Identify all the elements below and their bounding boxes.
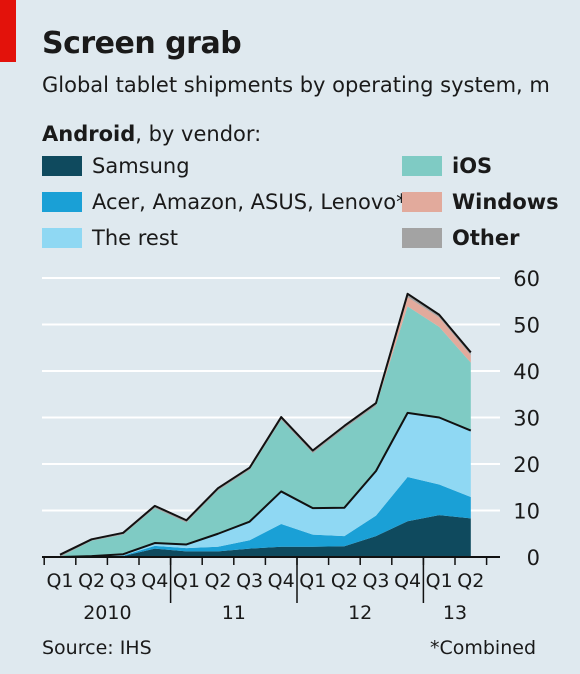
footnote: *Combined: [429, 637, 536, 659]
legend-heading: Android, by vendor:: [42, 122, 261, 146]
year-label: 2010: [83, 602, 131, 624]
year-label: 12: [348, 602, 372, 624]
legend-item-windows: Windows: [402, 189, 559, 215]
y-tick-label: 10: [513, 500, 540, 524]
y-tick-label: 60: [513, 267, 540, 291]
area-samsung: [60, 515, 471, 557]
legend-item-ios: iOS: [402, 153, 492, 179]
x-tick-label: Q4: [394, 570, 421, 592]
x-tick-label: Q1: [173, 570, 200, 592]
x-tick-label: Q2: [78, 570, 105, 592]
legend-item-samsung: Samsung: [42, 153, 190, 179]
legend-label: Acer, Amazon, ASUS, Lenovo*: [92, 190, 407, 214]
legend-swatch: [42, 156, 82, 176]
legend-label: Other: [452, 226, 520, 250]
x-tick-label: Q3: [362, 570, 389, 592]
legend-item-other: Other: [402, 225, 519, 251]
x-tick-label: Q2: [457, 570, 484, 592]
total-line: [59, 292, 472, 556]
year-label: 13: [443, 602, 467, 624]
legend-heading-bold: Android: [42, 122, 136, 146]
x-tick-label: Q3: [110, 570, 137, 592]
legend-swatch: [402, 228, 442, 248]
legend-item-the-rest: The rest: [42, 225, 178, 251]
x-tick-label: Q2: [204, 570, 231, 592]
y-tick-label: 50: [513, 314, 540, 338]
chart-subtitle: Global tablet shipments by operating sys…: [42, 73, 550, 97]
x-tick-label: Q1: [46, 570, 73, 592]
legend-label: The rest: [92, 226, 178, 250]
legend-swatch: [42, 192, 82, 212]
x-tick-label: Q4: [141, 570, 168, 592]
source-note: Source: IHS: [42, 637, 152, 659]
y-tick-label: 40: [513, 360, 540, 384]
legend-heading-rest: , by vendor:: [135, 122, 262, 146]
legend-swatch: [402, 156, 442, 176]
legend-label: iOS: [452, 154, 493, 178]
x-tick-label: Q1: [299, 570, 326, 592]
legend-swatch: [42, 228, 82, 248]
y-tick-label: 0: [527, 546, 540, 570]
area-the-rest: [60, 412, 471, 557]
android-total-line: [59, 411, 472, 558]
year-label: 11: [222, 602, 246, 624]
x-tick-label: Q3: [236, 570, 263, 592]
x-tick-label: Q4: [268, 570, 295, 592]
area-acer-amazon-asus-lenovo: [60, 477, 471, 557]
legend-swatch: [402, 192, 442, 212]
chart-title: Screen grab: [42, 26, 242, 61]
x-tick-label: Q2: [331, 570, 358, 592]
y-tick-label: 20: [513, 453, 540, 477]
y-tick-label: 30: [513, 407, 540, 431]
legend-label: Windows: [452, 190, 559, 214]
x-tick-label: Q1: [426, 570, 453, 592]
legend-item-acer-amazon-asus-lenovo: Acer, Amazon, ASUS, Lenovo*: [42, 189, 407, 215]
legend-label: Samsung: [92, 154, 190, 178]
area-ios: [60, 306, 471, 557]
brand-tab: [0, 0, 16, 62]
